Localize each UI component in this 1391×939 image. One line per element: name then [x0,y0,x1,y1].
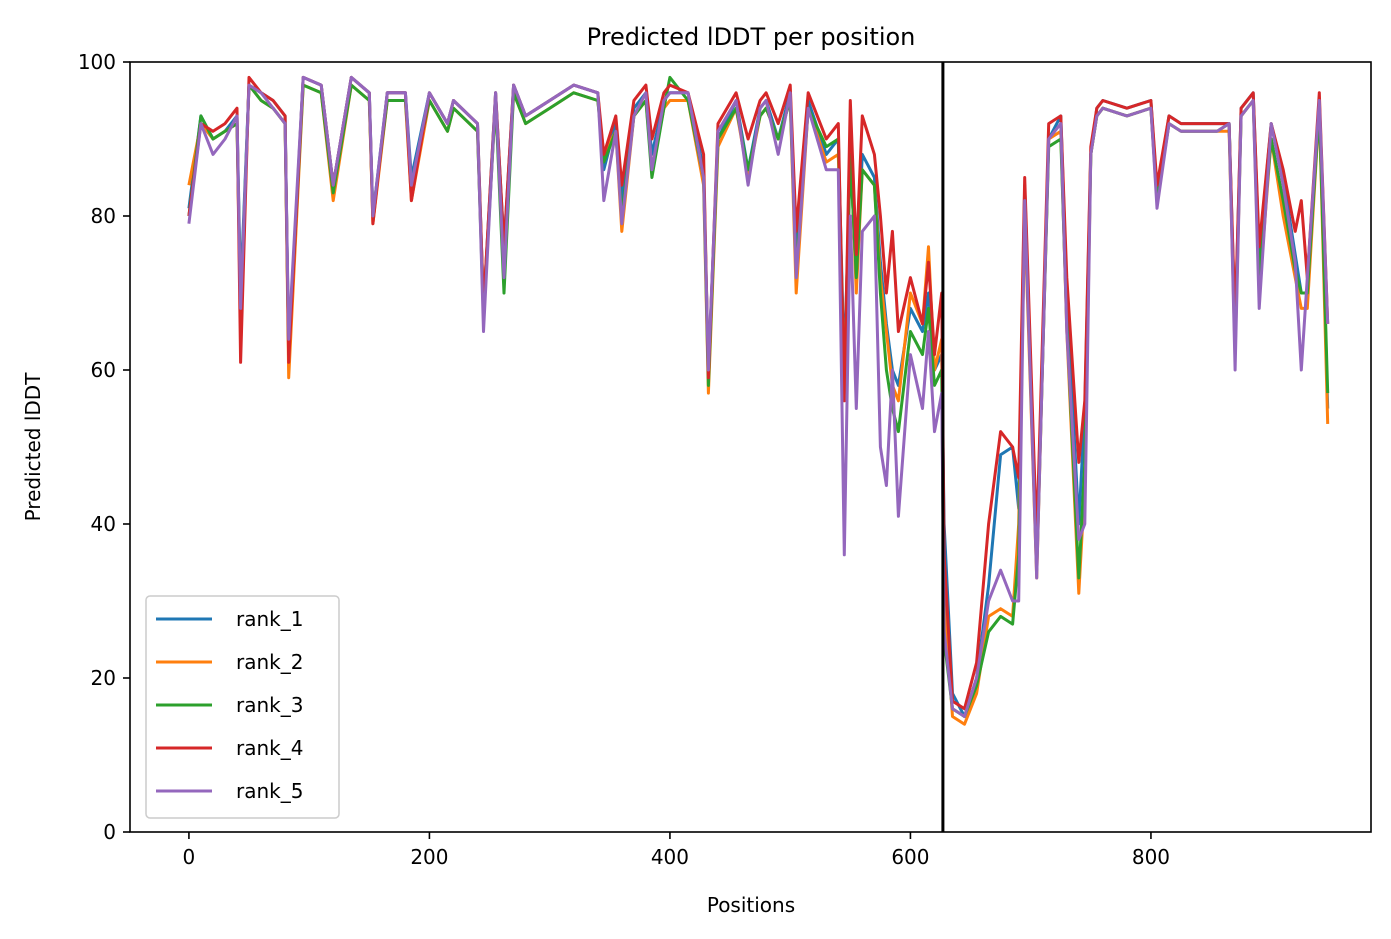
legend-label-rank-3: rank_3 [236,693,303,717]
legend-label-rank-2: rank_2 [236,650,303,674]
y-axis-label: Predicted lDDT [21,372,45,522]
legend-label-rank-5: rank_5 [236,779,303,803]
legend-label-rank-4: rank_4 [236,736,303,760]
x-tick-label: 800 [1132,845,1170,869]
y-tick-label: 40 [91,512,116,536]
x-axis-label: Positions [707,893,795,917]
y-tick-label: 100 [78,50,116,74]
chart-title: Predicted lDDT per position [587,23,916,51]
x-axis: 0 200 400 600 800 [183,832,1170,869]
y-tick-label: 20 [91,666,116,690]
legend-box [145,595,340,819]
x-tick-label: 400 [651,845,689,869]
y-axis: 0 20 40 60 80 100 [78,50,130,844]
legend-label-rank-1: rank_1 [236,607,303,631]
y-tick-label: 60 [91,358,116,382]
series-line-rank-5 [187,75,1330,718]
y-tick-label: 80 [91,204,116,228]
x-tick-label: 600 [891,845,929,869]
y-tick-label: 0 [103,820,116,844]
x-tick-label: 200 [410,845,448,869]
x-tick-label: 0 [183,845,196,869]
legend: rank_1 rank_2 rank_3 rank_4 rank_5 [145,595,340,819]
plot-lines [187,75,1330,726]
plot-frame [129,61,1372,833]
